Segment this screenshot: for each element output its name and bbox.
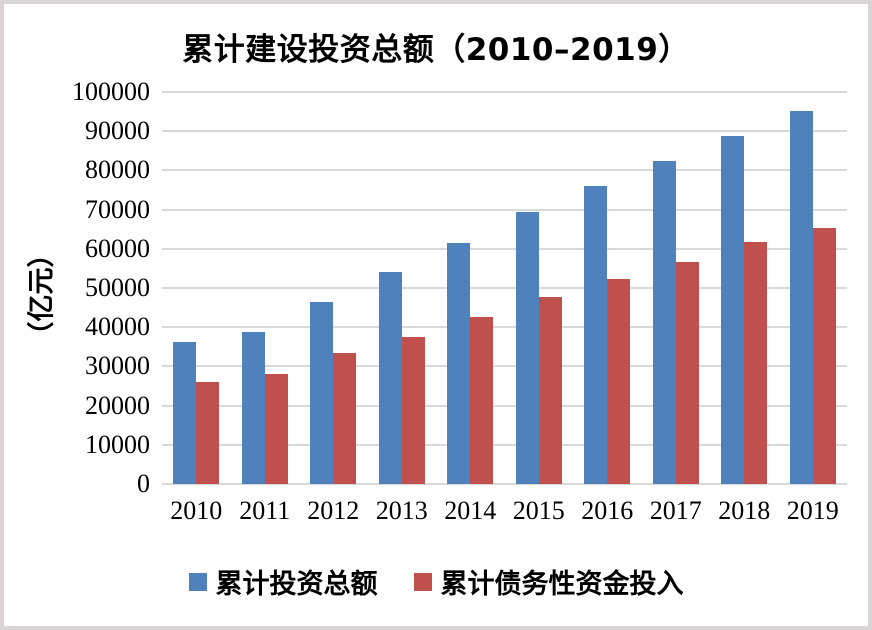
bar-group xyxy=(299,92,368,484)
cumulative-debt-capital-input-bar xyxy=(264,374,288,484)
x-tick-label: 2011 xyxy=(239,496,291,525)
bar-group xyxy=(573,92,642,484)
gridline xyxy=(162,208,847,211)
x-tick-label: 2012 xyxy=(307,496,360,525)
cumulative-debt-capital-input-bar xyxy=(812,227,836,484)
x-tick-label: 2010 xyxy=(170,496,223,525)
legend-label: 累计投资总额 xyxy=(215,569,378,600)
cumulative-debt-capital-input-bar xyxy=(675,261,699,484)
y-tick-label: 10000 xyxy=(85,429,150,459)
cumulative-debt-capital-input-bar xyxy=(401,337,425,484)
bar-group xyxy=(779,92,848,484)
cumulative-investment-total-bar xyxy=(652,161,676,484)
cumulative-debt-capital-input-bar xyxy=(470,317,494,484)
cumulative-debt-capital-input-bar xyxy=(333,352,357,484)
bar-group xyxy=(505,92,574,484)
y-tick-label: 70000 xyxy=(85,194,150,224)
bar-group xyxy=(231,92,300,484)
gridline xyxy=(162,91,847,93)
x-tick-label: 2014 xyxy=(444,496,497,525)
gridlines xyxy=(162,91,847,485)
legend-item-cumulative-investment-total: 累计投资总额 xyxy=(188,562,378,601)
x-tick-label: 2017 xyxy=(649,496,702,525)
y-tick-label: 100000 xyxy=(72,77,150,106)
y-tick-label: 20000 xyxy=(85,390,150,420)
y-tick-label: 90000 xyxy=(85,116,150,146)
gridline xyxy=(162,287,847,289)
x-tick-label: 2019 xyxy=(786,496,839,525)
cumulative-debt-capital-input-legend-marker-icon xyxy=(413,572,432,591)
legend-label: 累计债务性资金投入 xyxy=(440,569,684,600)
gridline xyxy=(162,483,847,485)
y-tick-label: 30000 xyxy=(85,351,150,381)
cumulative-investment-total-bar xyxy=(447,243,471,484)
y-tick-label: 80000 xyxy=(85,155,150,185)
x-tick-label: 2018 xyxy=(718,496,771,525)
bar-group xyxy=(642,92,711,484)
gridline xyxy=(162,404,847,407)
gridline xyxy=(162,365,847,368)
gridline xyxy=(162,443,847,446)
cumulative-investment-total-bar xyxy=(241,331,265,484)
cumulative-investment-total-bar xyxy=(584,186,608,484)
gridline xyxy=(162,130,847,133)
cumulative-investment-total-bar xyxy=(721,135,745,484)
cumulative-investment-total-bar xyxy=(789,110,813,484)
bar-group xyxy=(162,92,231,484)
cumulative-investment-total-bar xyxy=(173,341,197,484)
cumulative-investment-total-legend-marker-icon xyxy=(188,572,207,591)
gridline xyxy=(162,247,847,250)
gridline xyxy=(162,169,847,172)
cumulative-investment-total-bar xyxy=(515,211,539,484)
cumulative-debt-capital-input-bar xyxy=(538,297,562,484)
x-axis-tick-labels: 2010 2011 2012 2013 2014 2015 2016 2017 2018 2019 xyxy=(162,496,847,526)
bar-group xyxy=(436,92,505,484)
plot-area xyxy=(162,91,847,485)
bar-group xyxy=(368,92,437,484)
cumulative-debt-capital-input-bar xyxy=(744,241,768,484)
gridline xyxy=(162,326,847,329)
cumulative-investment-total-bar xyxy=(378,271,402,484)
y-tick-label: 50000 xyxy=(85,273,150,302)
legend-item-cumulative-debt-capital-input: 累计债务性资金投入 xyxy=(413,562,684,601)
bar-group xyxy=(710,92,779,484)
x-tick-label: 2015 xyxy=(512,496,565,525)
y-axis-tick-labels: 0 10000 20000 30000 40000 50000 60000 70000 8000… xyxy=(4,77,150,498)
cumulative-investment-total-bar xyxy=(310,302,334,484)
x-tick-label: 2016 xyxy=(581,496,634,525)
x-tick-label: 2013 xyxy=(375,496,428,525)
y-tick-label: 60000 xyxy=(85,233,150,263)
legend: 累计投资总额 累计债务性资金投入 xyxy=(4,562,868,601)
cumulative-debt-capital-input-bar xyxy=(607,279,631,484)
y-tick-label: 0 xyxy=(137,469,150,498)
chart-title: 累计建设投资总额（2010–2019） xyxy=(182,32,690,68)
bar-groups xyxy=(162,92,847,484)
cumulative-debt-capital-input-bar xyxy=(196,382,220,484)
y-tick-label: 40000 xyxy=(85,312,150,342)
